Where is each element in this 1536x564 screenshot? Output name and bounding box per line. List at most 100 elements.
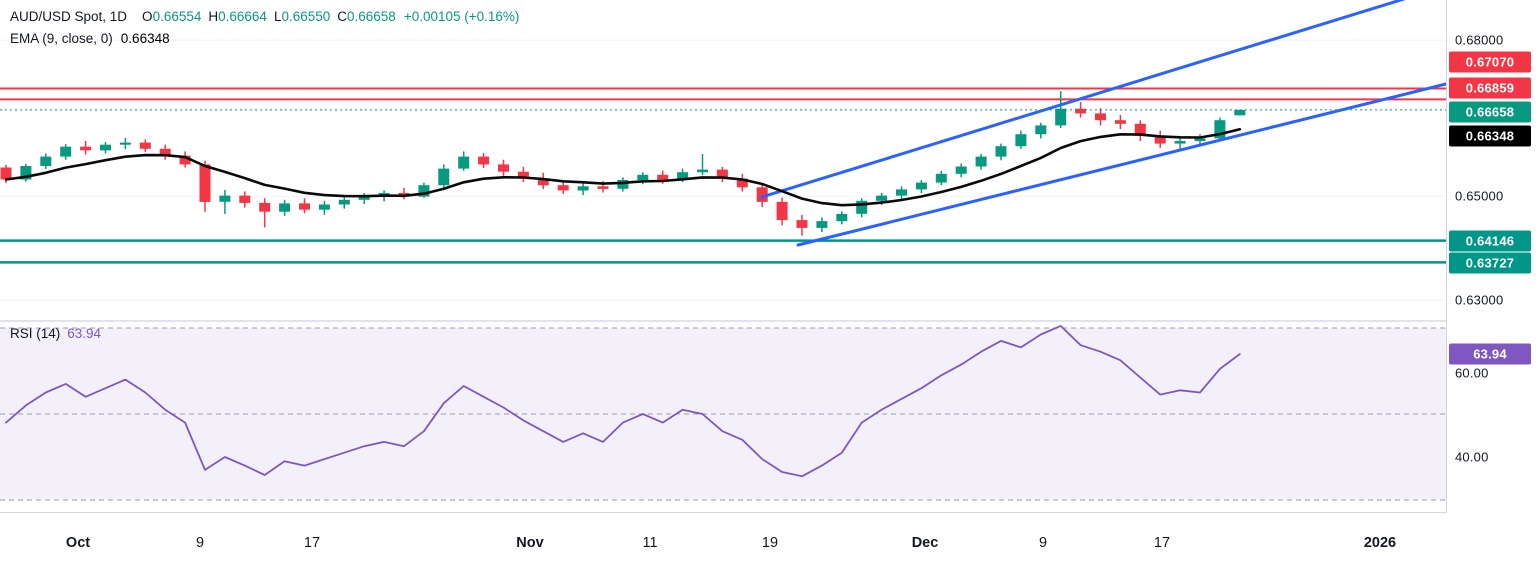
candle[interactable] xyxy=(736,173,748,192)
ema-value: 0.66348 xyxy=(120,31,170,46)
price-tick-label: 60.00 xyxy=(1455,365,1489,381)
price-tick-label: 40.00 xyxy=(1455,449,1489,465)
ema-line[interactable] xyxy=(4,127,1242,207)
time-axis[interactable]: Oct 9 17 Nov 11 19 Dec 9 17 2026 xyxy=(0,512,1446,564)
candle[interactable] xyxy=(537,172,549,189)
ohlc-close-key: C xyxy=(337,9,348,24)
price-axis[interactable]: 0.68000 0.67070 0.66859 0.66658 0.66348 0.650… xyxy=(1446,0,1536,513)
candle[interactable] xyxy=(40,153,52,170)
candle[interactable] xyxy=(80,141,92,155)
candle[interactable] xyxy=(179,151,191,168)
candle[interactable] xyxy=(935,170,947,186)
rsi-value: 63.94 xyxy=(67,326,102,341)
symbol-title[interactable]: AUD/USD Spot, 1D xyxy=(10,9,128,24)
main-legend: AUD/USD Spot, 1D O0.66554 H0.66664 L0.66550… xyxy=(10,6,519,50)
rsi-label[interactable]: RSI (14) xyxy=(10,326,61,341)
time-tick-label: 9 xyxy=(1038,535,1048,551)
candle[interactable] xyxy=(796,214,808,236)
candle[interactable] xyxy=(438,164,450,188)
candle[interactable] xyxy=(259,198,271,228)
candle[interactable] xyxy=(955,163,967,178)
candle[interactable] xyxy=(915,180,927,193)
price-label-box: 0.66348 xyxy=(1449,125,1531,147)
candle[interactable] xyxy=(1214,117,1226,141)
candle[interactable] xyxy=(338,196,350,209)
candle[interactable] xyxy=(318,200,330,215)
trend-channel-line[interactable] xyxy=(760,0,1446,199)
candle[interactable] xyxy=(159,144,171,160)
candle[interactable] xyxy=(1035,122,1047,139)
panel-separator[interactable] xyxy=(0,320,1446,322)
ema-legend-row: EMA (9, close, 0) 0.66348 xyxy=(10,28,519,50)
rsi-indicator-panel[interactable] xyxy=(0,322,1446,512)
price-tick-label: 0.63000 xyxy=(1455,292,1504,308)
trend-channel-line[interactable] xyxy=(796,82,1446,247)
candle[interactable] xyxy=(1174,137,1186,150)
candle[interactable] xyxy=(577,182,589,196)
candle[interactable] xyxy=(279,199,291,216)
candle[interactable] xyxy=(100,142,111,154)
time-tick-label: 17 xyxy=(303,535,321,551)
price-label-box: 0.64146 xyxy=(1449,230,1531,252)
time-tick-label: 2026 xyxy=(1363,535,1397,551)
candle[interactable] xyxy=(1114,115,1126,129)
candle[interactable] xyxy=(199,160,211,212)
time-tick-label: Dec xyxy=(911,535,939,551)
candle[interactable] xyxy=(418,182,430,198)
ohlc-close-value: 0.66658 xyxy=(347,9,396,24)
candle[interactable] xyxy=(1095,108,1106,126)
ohlc-high-key: H xyxy=(208,9,219,24)
candle[interactable] xyxy=(478,153,490,169)
price-change: +0.00105 (+0.16%) xyxy=(403,9,520,24)
time-tick-label: 19 xyxy=(761,535,779,551)
candle[interactable] xyxy=(1154,130,1166,148)
candle[interactable] xyxy=(1134,120,1146,141)
candle[interactable] xyxy=(697,154,708,176)
candle[interactable] xyxy=(1015,130,1027,149)
candle[interactable] xyxy=(398,187,410,200)
candle[interactable] xyxy=(299,198,310,214)
time-tick-label: 9 xyxy=(195,535,205,551)
rsi-legend: RSI (14) 63.94 xyxy=(10,326,101,341)
candle[interactable] xyxy=(716,167,728,183)
candle[interactable] xyxy=(975,154,987,170)
candle[interactable] xyxy=(1234,109,1246,116)
candle[interactable] xyxy=(896,186,907,200)
time-tick-label: 11 xyxy=(642,535,658,551)
price-label-box: 0.63727 xyxy=(1449,252,1531,274)
candle[interactable] xyxy=(836,211,848,225)
symbol-legend-row: AUD/USD Spot, 1D O0.66554 H0.66664 L0.66550… xyxy=(10,6,519,28)
rsi-line[interactable] xyxy=(5,325,1241,478)
price-label-box: 0.66658 xyxy=(1449,101,1531,123)
ohlc-open-value: 0.66554 xyxy=(152,9,202,24)
candle[interactable] xyxy=(995,143,1007,161)
candle[interactable] xyxy=(139,139,151,152)
candle[interactable] xyxy=(119,137,131,150)
candle[interactable] xyxy=(617,177,629,192)
price-tick-label: 0.65000 xyxy=(1455,188,1504,204)
candle[interactable] xyxy=(219,189,231,214)
time-tick-label: Nov xyxy=(516,535,544,551)
candle[interactable] xyxy=(60,144,72,160)
price-label-box: 0.66859 xyxy=(1449,77,1531,99)
candle[interactable] xyxy=(239,191,251,208)
candle[interactable] xyxy=(498,159,509,176)
candle[interactable] xyxy=(358,193,370,204)
candle[interactable] xyxy=(458,151,470,171)
price-label-box: 63.94 xyxy=(1449,343,1531,365)
price-tick-label: 0.68000 xyxy=(1455,32,1504,48)
time-tick-label: 17 xyxy=(1153,535,1171,551)
time-tick-label: Oct xyxy=(65,535,91,551)
candle[interactable] xyxy=(20,163,32,182)
main-price-chart[interactable] xyxy=(0,0,1446,320)
ema-label[interactable]: EMA (9, close, 0) xyxy=(10,31,113,46)
ohlc-high-value: 0.66664 xyxy=(218,9,267,24)
price-label-box: 0.67070 xyxy=(1449,51,1531,73)
candle[interactable] xyxy=(816,217,828,233)
candle[interactable] xyxy=(517,167,529,183)
ohlc-low-key: L xyxy=(273,9,282,24)
candle[interactable] xyxy=(776,197,788,226)
ohlc-low-value: 0.66550 xyxy=(281,9,331,24)
candle[interactable] xyxy=(856,198,868,218)
